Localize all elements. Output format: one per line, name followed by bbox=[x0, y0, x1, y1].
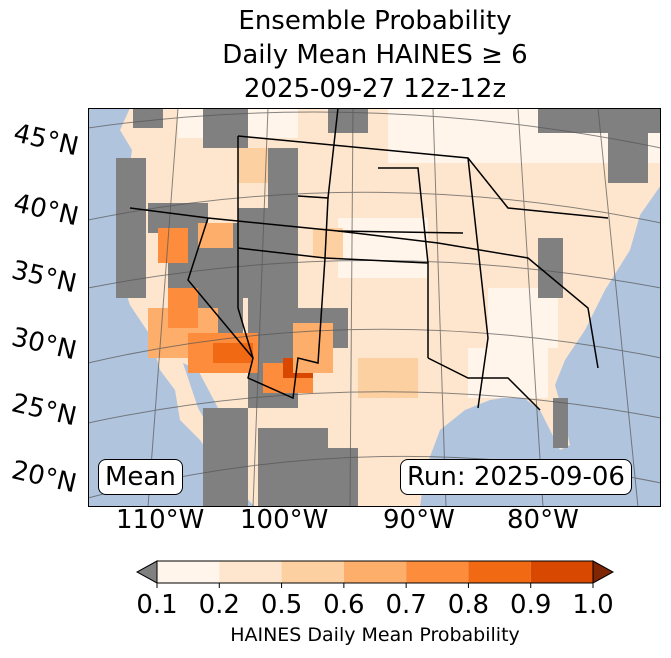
colorbar-tick-label: 0.2 bbox=[198, 590, 240, 620]
colorbar-tick-label: 0.8 bbox=[447, 590, 490, 620]
colorbar-segment bbox=[157, 561, 220, 583]
lat-label-25: 25°N bbox=[8, 388, 80, 433]
colorbar-label: HAINES Daily Mean Probability bbox=[230, 624, 520, 646]
colorbar-segment bbox=[343, 561, 407, 583]
title-line-1: Ensemble Probability bbox=[238, 6, 512, 36]
colorbar-tick-label: 0.6 bbox=[323, 590, 365, 620]
lon-label-110: 110°W bbox=[116, 505, 205, 535]
title-line-2: Daily Mean HAINES ≥ 6 bbox=[222, 40, 528, 70]
colorbar-tick-label: 0.9 bbox=[510, 590, 552, 620]
lon-label-80: 80°W bbox=[507, 505, 579, 535]
colorbar-segment bbox=[468, 561, 531, 583]
colorbar-under-extension bbox=[135, 560, 158, 584]
colorbar-segment bbox=[219, 561, 282, 583]
colorbar-outline bbox=[156, 560, 594, 584]
run-date-box: Run: 2025-09-06 bbox=[400, 459, 632, 495]
lon-label-90: 90°W bbox=[383, 505, 455, 535]
map-frame bbox=[88, 108, 661, 507]
title-line-3: 2025-09-27 12z-12z bbox=[243, 74, 507, 104]
lon-label-100: 100°W bbox=[240, 505, 329, 535]
colorbar-tick-label: 0.1 bbox=[136, 590, 178, 620]
state-borders bbox=[129, 108, 609, 411]
colorbar bbox=[135, 560, 615, 588]
colorbar-tick-label: 0.5 bbox=[260, 590, 303, 620]
lat-label-30: 30°N bbox=[8, 322, 80, 367]
colorbar-tick-label: 0.7 bbox=[385, 590, 427, 620]
probability-map bbox=[88, 108, 661, 507]
lat-label-20: 20°N bbox=[8, 455, 80, 500]
colorbar-segment bbox=[281, 561, 344, 583]
lat-label-40: 40°N bbox=[10, 188, 82, 233]
colorbar-segment bbox=[406, 561, 469, 583]
lat-label-45: 45°N bbox=[10, 118, 82, 163]
colorbar-over-extension bbox=[592, 560, 615, 584]
lat-label-35: 35°N bbox=[8, 255, 80, 300]
colorbar-tick-label: 1.0 bbox=[572, 590, 614, 620]
colorbar-segment bbox=[530, 561, 593, 583]
mean-label-box: Mean bbox=[98, 459, 183, 495]
